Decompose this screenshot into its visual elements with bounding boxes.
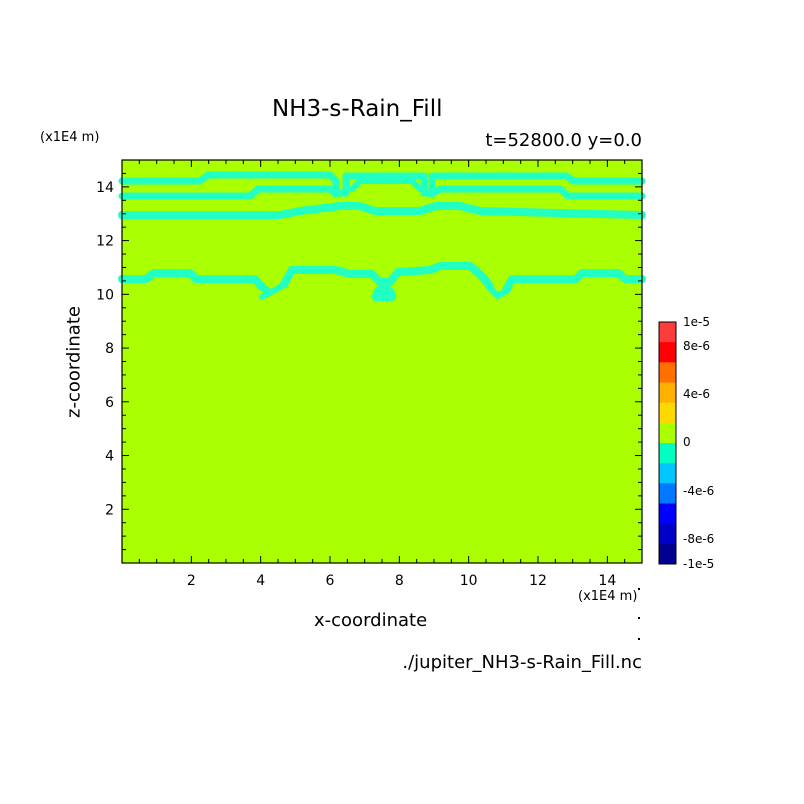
x-tick-label: 4 xyxy=(256,573,265,589)
y-axis-label: z-coordinate xyxy=(63,306,85,418)
contour-band-z14-top xyxy=(118,171,646,197)
colorbar-band xyxy=(659,382,676,404)
y-tick-label: 12 xyxy=(96,234,114,250)
x-tick-label: 14 xyxy=(598,573,616,589)
negative-region-features xyxy=(118,171,646,300)
chart-subtitle: t=52800.0 y=0.0 xyxy=(485,130,642,151)
colorbar-band xyxy=(659,543,676,565)
contour-hook-right xyxy=(485,283,511,299)
x-axis-tick-labels: 2 4 6 8 10 12 14 xyxy=(187,573,616,589)
contour-blob-base xyxy=(372,292,396,301)
corner-marks xyxy=(638,588,640,640)
y-tick-label: 10 xyxy=(96,287,114,303)
colorbar-band xyxy=(659,503,676,525)
x-tick-label: 8 xyxy=(395,573,404,589)
y-tick-label: 4 xyxy=(105,449,114,465)
colorbar-label: 4e-6 xyxy=(683,387,710,401)
x-tick-label: 10 xyxy=(460,573,478,589)
contour-arch-center xyxy=(349,178,423,192)
x-tick-label: 12 xyxy=(529,573,547,589)
colorbar-band xyxy=(659,402,676,424)
contour-band-z14-bottom xyxy=(118,185,646,200)
x-tick-label: 6 xyxy=(326,573,335,589)
x-axis-unit: (x1E4 m) xyxy=(578,589,638,604)
y-tick-label: 2 xyxy=(105,502,114,518)
y-axis-ticks xyxy=(122,172,642,551)
colorbar xyxy=(659,322,676,565)
contour-band-z10 xyxy=(118,262,646,294)
x-axis-ticks xyxy=(138,160,626,563)
colorbar-band xyxy=(659,342,676,363)
colorbar-frame xyxy=(658,321,677,565)
colorbar-label: 8e-6 xyxy=(683,339,710,353)
colorbar-band xyxy=(659,322,676,343)
colorbar-band xyxy=(659,523,676,545)
colorbar-label: -4e-6 xyxy=(683,484,714,498)
colorbar-band xyxy=(659,362,676,383)
source-filename: ./jupiter_NH3-s-Rain_Fill.nc xyxy=(402,652,642,673)
colorbar-label: 0 xyxy=(683,435,691,449)
y-axis-unit: (x1E4 m) xyxy=(40,130,100,145)
colorbar-band xyxy=(659,422,676,444)
x-tick-label: 2 xyxy=(187,573,196,589)
contour-band-z13 xyxy=(118,202,646,219)
chart-title: NH3-s-Rain_Fill xyxy=(272,96,443,122)
y-tick-label: 14 xyxy=(96,180,114,196)
x-axis-label: x-coordinate xyxy=(314,610,428,631)
colorbar-labels: 1e-5 8e-6 4e-6 0 -4e-6 -8e-6 -1e-5 xyxy=(683,315,714,571)
plot-area xyxy=(122,160,642,563)
y-tick-label: 8 xyxy=(105,341,114,357)
colorbar-band xyxy=(659,483,676,504)
y-tick-label: 6 xyxy=(105,395,114,411)
colorbar-label: -1e-5 xyxy=(683,557,714,571)
colorbar-label: -8e-6 xyxy=(683,532,714,546)
contour-hook-left xyxy=(259,283,285,300)
colorbar-label: 1e-5 xyxy=(683,315,710,329)
colorbar-band xyxy=(659,443,676,464)
y-axis-tick-labels: 2 4 6 8 10 12 14 xyxy=(96,180,114,518)
colorbar-band xyxy=(659,463,676,484)
